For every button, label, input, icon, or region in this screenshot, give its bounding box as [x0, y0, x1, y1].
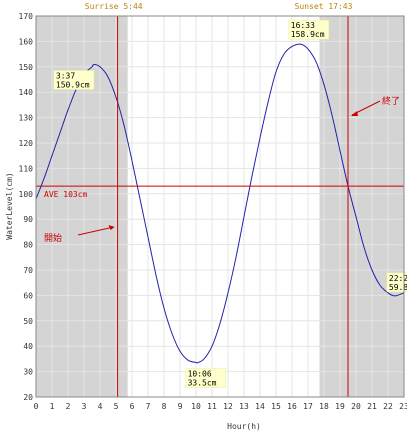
plot-frame	[35, 15, 405, 398]
y-tick-label: 160	[19, 37, 34, 46]
y-tick-label: 30	[23, 368, 33, 377]
start-marker-label: 開始	[44, 232, 62, 244]
annotation-level: 158.9cm	[291, 30, 325, 39]
x-axis-title: Hour(h)	[227, 422, 261, 431]
annotation-time: 10:06	[188, 370, 212, 379]
x-tick-label: 9	[178, 402, 183, 411]
x-tick-label: 7	[146, 402, 151, 411]
annotation-box	[185, 368, 226, 388]
y-tick-label: 150	[19, 63, 34, 72]
average-label: AVE 103cm	[44, 190, 88, 199]
y-tick-label: 130	[19, 114, 34, 123]
x-tick-label: 1	[50, 402, 55, 411]
x-tick-label: 22	[383, 402, 393, 411]
x-tick-label: 8	[162, 402, 167, 411]
end-marker-label: 終了	[382, 95, 400, 107]
x-tick-label: 2	[66, 402, 71, 411]
x-tick-label: 3	[82, 402, 87, 411]
y-tick-label: 70	[23, 266, 33, 275]
x-tick-label: 5	[114, 402, 119, 411]
marker-lines	[36, 16, 404, 397]
x-tick-label: 17	[303, 402, 313, 411]
grid	[35, 15, 405, 398]
x-tick-label: 0	[34, 402, 39, 411]
y-tick-label: 80	[23, 241, 33, 250]
sunset-label: Sunset 17:43	[295, 2, 353, 11]
x-tick-label: 14	[255, 402, 265, 411]
annotation-time: 22:26	[389, 274, 407, 283]
y-tick-label: 50	[23, 317, 33, 326]
x-tick-label: 23	[399, 402, 407, 411]
x-tick-label: 11	[207, 402, 217, 411]
x-tick-label: 13	[239, 402, 249, 411]
annotation-time: 3:37	[56, 72, 75, 81]
x-tick-label: 21	[367, 402, 377, 411]
y-tick-label: 100	[19, 190, 34, 199]
x-tick-label: 16	[287, 402, 297, 411]
y-tick-label: 20	[23, 393, 33, 402]
y-tick-label: 140	[19, 88, 34, 97]
y-axis-title: WaterLevel(cm)	[5, 172, 14, 239]
tide-series	[35, 43, 405, 364]
x-tick-label: 12	[223, 402, 233, 411]
annotation-box	[288, 19, 330, 40]
labels: 0 1 2 3 4 5 6 7 8 9 10 11 12 13 14 15 16 17 18 19 20 21 22 2320…	[19, 2, 407, 411]
night-shade-evening	[319, 16, 404, 397]
x-tick-label: 10	[191, 402, 201, 411]
x-tick-label: 18	[319, 402, 329, 411]
annotation-time: 16:33	[291, 21, 315, 30]
start-marker-arrow	[77, 226, 114, 236]
start-marker-arrowhead	[108, 225, 115, 230]
annotation-level: 33.5cm	[188, 379, 217, 388]
end-marker-arrowhead	[351, 111, 358, 116]
y-tick-label: 120	[19, 139, 34, 148]
annotation-level: 150.9cm	[56, 81, 90, 90]
y-tick-label: 170	[19, 12, 34, 21]
y-tick-label: 40	[23, 342, 33, 351]
annotation-level: 59.8cm	[389, 283, 407, 292]
annotation-box	[53, 70, 95, 90]
tide-line	[35, 43, 405, 364]
x-tick-label: 19	[335, 402, 345, 411]
y-tick-label: 110	[19, 164, 34, 173]
y-tick-label: 60	[23, 291, 33, 300]
sunrise-label: Surrise 5:44	[85, 2, 143, 11]
y-tick-label: 90	[23, 215, 33, 224]
x-tick-label: 20	[351, 402, 361, 411]
x-tick-label: 15	[271, 402, 281, 411]
x-tick-label: 6	[130, 402, 135, 411]
x-tick-label: 4	[98, 402, 103, 411]
